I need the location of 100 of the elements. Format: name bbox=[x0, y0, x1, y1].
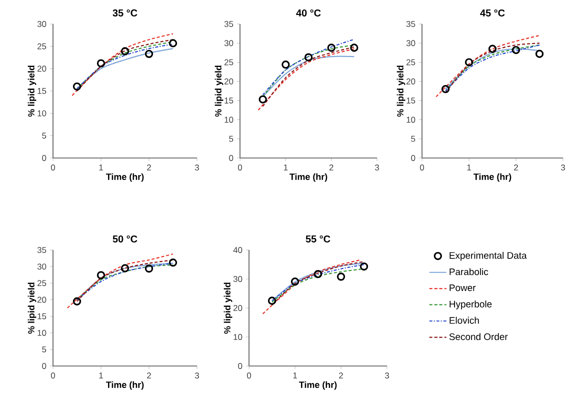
x-tick-label: 2 bbox=[147, 164, 151, 170]
point bbox=[282, 60, 290, 69]
x-tick-label: 1 bbox=[99, 372, 103, 378]
x-tick-label: 3 bbox=[194, 372, 199, 378]
point bbox=[441, 84, 450, 94]
legend-label: Experimental Data bbox=[450, 252, 527, 261]
x-tick-label: 2 bbox=[339, 372, 343, 378]
y-tick-label: 25 bbox=[38, 43, 46, 50]
y-tick-label: 20 bbox=[234, 305, 242, 311]
y-tick-label: 0 bbox=[42, 155, 46, 161]
point bbox=[168, 39, 178, 48]
x-axis-title: Time (hr) bbox=[299, 381, 337, 390]
point bbox=[360, 262, 368, 271]
x-tick-label: 1 bbox=[99, 164, 103, 170]
point bbox=[535, 50, 544, 58]
x-axis-title: Time (hr) bbox=[106, 173, 144, 182]
x-tick-label: 0 bbox=[420, 164, 424, 170]
chart-title: 35 °C bbox=[112, 9, 138, 16]
legend-label: Elovich bbox=[450, 316, 479, 324]
y-tick-label: 35 bbox=[406, 21, 416, 27]
y-tick-label: 15 bbox=[406, 98, 416, 104]
point bbox=[304, 53, 313, 62]
y-axis-title: % lipid yield bbox=[214, 66, 224, 117]
y-tick-label: 25 bbox=[406, 59, 416, 66]
y-tick-label: 0 bbox=[238, 363, 242, 369]
y-tick-label: 20 bbox=[38, 66, 46, 72]
y-axis-title: % lipid yield bbox=[28, 282, 36, 334]
legend-label: Hyperbole bbox=[450, 300, 492, 310]
point bbox=[120, 47, 130, 56]
point bbox=[314, 270, 322, 278]
y-axis-title: % lipid yield bbox=[396, 66, 406, 117]
y-tick-label: 0 bbox=[229, 155, 234, 161]
y-tick-label: 35 bbox=[37, 247, 46, 253]
point bbox=[72, 82, 82, 91]
y-axis-title: % lipid yield bbox=[28, 66, 36, 117]
chart-title: 55 °C bbox=[306, 235, 330, 242]
y-tick-label: 20 bbox=[406, 78, 416, 84]
chart-title: 45 °C bbox=[480, 9, 505, 16]
line-series bbox=[262, 260, 360, 314]
line-series bbox=[72, 33, 174, 96]
y-tick-label: 5 bbox=[42, 346, 46, 352]
y-axis-title: % lipid yield bbox=[224, 282, 232, 334]
x-tick-label: 0 bbox=[50, 164, 56, 170]
y-tick-label: 40 bbox=[233, 247, 242, 253]
legend-label: Parabolic bbox=[450, 268, 488, 276]
x-tick-label: 3 bbox=[194, 164, 199, 170]
x-tick-label: 3 bbox=[384, 372, 389, 378]
y-tick-label: 15 bbox=[224, 98, 234, 104]
point bbox=[258, 95, 267, 104]
legend-label: Power bbox=[450, 284, 476, 292]
y-tick-label: 10 bbox=[406, 116, 416, 123]
x-tick-label: 0 bbox=[246, 372, 252, 378]
chart-title: 50 °C bbox=[112, 235, 138, 242]
x-tick-label: 1 bbox=[284, 164, 288, 170]
y-tick-label: 30 bbox=[37, 21, 46, 27]
point bbox=[336, 272, 346, 281]
x-tick-label: 2 bbox=[514, 164, 518, 170]
y-tick-label: 0 bbox=[411, 155, 416, 161]
y-tick-label: 30 bbox=[224, 40, 234, 46]
point bbox=[144, 264, 154, 273]
point bbox=[290, 278, 300, 286]
x-tick-label: 0 bbox=[50, 372, 56, 378]
x-tick-label: 1 bbox=[293, 372, 297, 378]
point bbox=[488, 44, 497, 53]
y-tick-label: 30 bbox=[233, 276, 242, 282]
line-series bbox=[66, 253, 174, 309]
x-axis-title: Time (hr) bbox=[474, 173, 512, 182]
x-tick-label: 2 bbox=[147, 372, 151, 378]
y-tick-label: 5 bbox=[42, 132, 46, 139]
legend-label: Second Order bbox=[449, 333, 508, 340]
y-tick-label: 30 bbox=[406, 40, 416, 46]
y-tick-label: 25 bbox=[38, 280, 46, 286]
y-tick-label: 20 bbox=[224, 78, 234, 84]
y-tick-label: 15 bbox=[38, 313, 46, 320]
y-tick-label: 10 bbox=[234, 334, 242, 340]
x-tick-label: 3 bbox=[374, 164, 379, 170]
point bbox=[327, 44, 336, 52]
point bbox=[168, 258, 178, 267]
point bbox=[268, 296, 276, 305]
point bbox=[512, 46, 520, 54]
y-tick-label: 30 bbox=[37, 264, 46, 270]
x-tick-label: 1 bbox=[467, 164, 471, 170]
y-tick-label: 15 bbox=[38, 88, 46, 94]
y-tick-label: 5 bbox=[229, 136, 234, 142]
y-tick-label: 0 bbox=[42, 363, 46, 369]
point bbox=[96, 59, 106, 68]
y-tick-label: 20 bbox=[38, 296, 46, 303]
x-tick-label: 3 bbox=[560, 164, 565, 170]
point bbox=[72, 297, 82, 306]
y-tick-label: 10 bbox=[38, 330, 46, 336]
y-tick-label: 10 bbox=[224, 116, 234, 123]
y-tick-label: 5 bbox=[411, 136, 416, 142]
x-tick-label: 2 bbox=[329, 164, 334, 170]
point bbox=[144, 50, 154, 58]
point bbox=[350, 44, 358, 52]
y-tick-label: 35 bbox=[224, 21, 234, 27]
point bbox=[96, 271, 106, 280]
point bbox=[464, 58, 474, 66]
point bbox=[120, 264, 130, 272]
x-axis-title: Time (hr) bbox=[106, 381, 144, 390]
